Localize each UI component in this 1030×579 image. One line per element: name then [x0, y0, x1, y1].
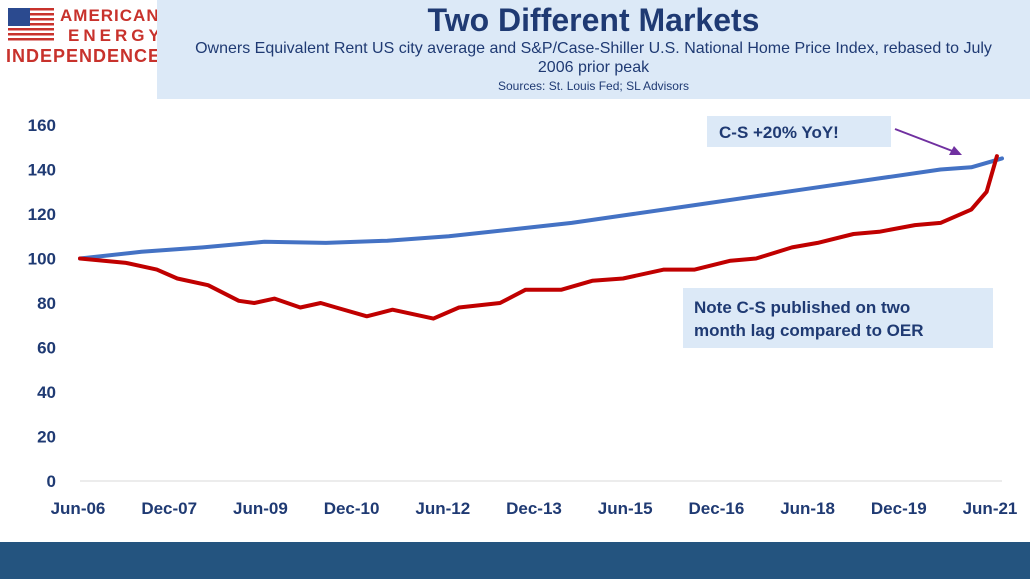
y-tick-label: 160 — [28, 116, 56, 135]
chart-sources: Sources: St. Louis Fed; SL Advisors — [498, 79, 689, 93]
y-tick-label: 20 — [37, 428, 56, 447]
x-tick-label: Jun-18 — [780, 499, 835, 518]
x-tick-label: Jun-12 — [415, 499, 470, 518]
logo-text-independence: INDEPENDENCE — [6, 46, 162, 66]
x-tick-label: Jun-06 — [51, 499, 106, 518]
y-tick-label: 140 — [28, 161, 56, 180]
series-line-red — [78, 154, 999, 321]
y-tick-label: 40 — [37, 383, 56, 402]
callout-arrow — [894, 128, 956, 153]
x-tick-label: Jun-09 — [233, 499, 288, 518]
callout-yoy: C-S +20% YoY! — [707, 116, 962, 155]
x-tick-label: Dec-10 — [324, 499, 380, 518]
y-tick-label: 100 — [28, 250, 56, 269]
y-tick-label: 60 — [37, 339, 56, 358]
flag-stripe — [8, 13, 54, 16]
callout-note-box — [683, 288, 993, 348]
logo-text-american: AMERICAN — [60, 6, 160, 25]
us-flag-icon — [8, 8, 54, 42]
flag-stripe — [8, 33, 54, 36]
callout-note-line2: month lag compared to OER — [694, 321, 924, 340]
flag-stripe — [8, 28, 54, 31]
chart-subtitle: Owners Equivalent Rent US city average a… — [195, 40, 992, 76]
callout-yoy-text: C-S +20% YoY! — [719, 123, 839, 142]
callout-arrowhead-icon — [949, 146, 962, 155]
chart-title: Two Different Markets — [427, 2, 760, 38]
x-tick-label: Dec-13 — [506, 499, 562, 518]
x-tick-label: Jun-15 — [598, 499, 653, 518]
x-axis-ticks: Jun-06 Dec-07 Jun-09 Dec-10 Jun-12 Dec-13 Jun-… — [51, 499, 1018, 518]
flag-stripe — [8, 8, 54, 11]
y-tick-label: 80 — [37, 294, 56, 313]
header-banner: Two Different Markets Owners Equivalent … — [157, 0, 1030, 99]
x-tick-label: Dec-07 — [141, 499, 197, 518]
callout-note-line1: Note C-S published on two — [694, 298, 910, 317]
logo-text-energy: ENERGY — [68, 26, 164, 45]
y-tick-label: 120 — [28, 205, 56, 224]
x-tick-label: Dec-19 — [871, 499, 927, 518]
x-tick-label: Dec-16 — [689, 499, 745, 518]
series-lines — [78, 154, 1004, 321]
flag-stripe — [8, 18, 54, 21]
y-axis-ticks: 0 20 40 60 80 100 120 140 160 — [28, 116, 56, 491]
line-chart: 0 20 40 60 80 100 120 140 160 Jun-06 Dec-07 Jun-09… — [28, 116, 1018, 518]
x-tick-label: Jun-21 — [963, 499, 1018, 518]
flag-stripe — [8, 38, 54, 41]
callout-yoy-box — [707, 116, 891, 147]
footer-bar — [0, 542, 1030, 579]
callout-note: Note C-S published on two month lag comp… — [683, 288, 993, 348]
y-tick-label: 0 — [47, 472, 56, 491]
flag-stripe — [8, 23, 54, 26]
logo: AMERICAN ENERGY INDEPENDENCE — [0, 0, 160, 96]
series-line-blue — [78, 156, 1004, 261]
